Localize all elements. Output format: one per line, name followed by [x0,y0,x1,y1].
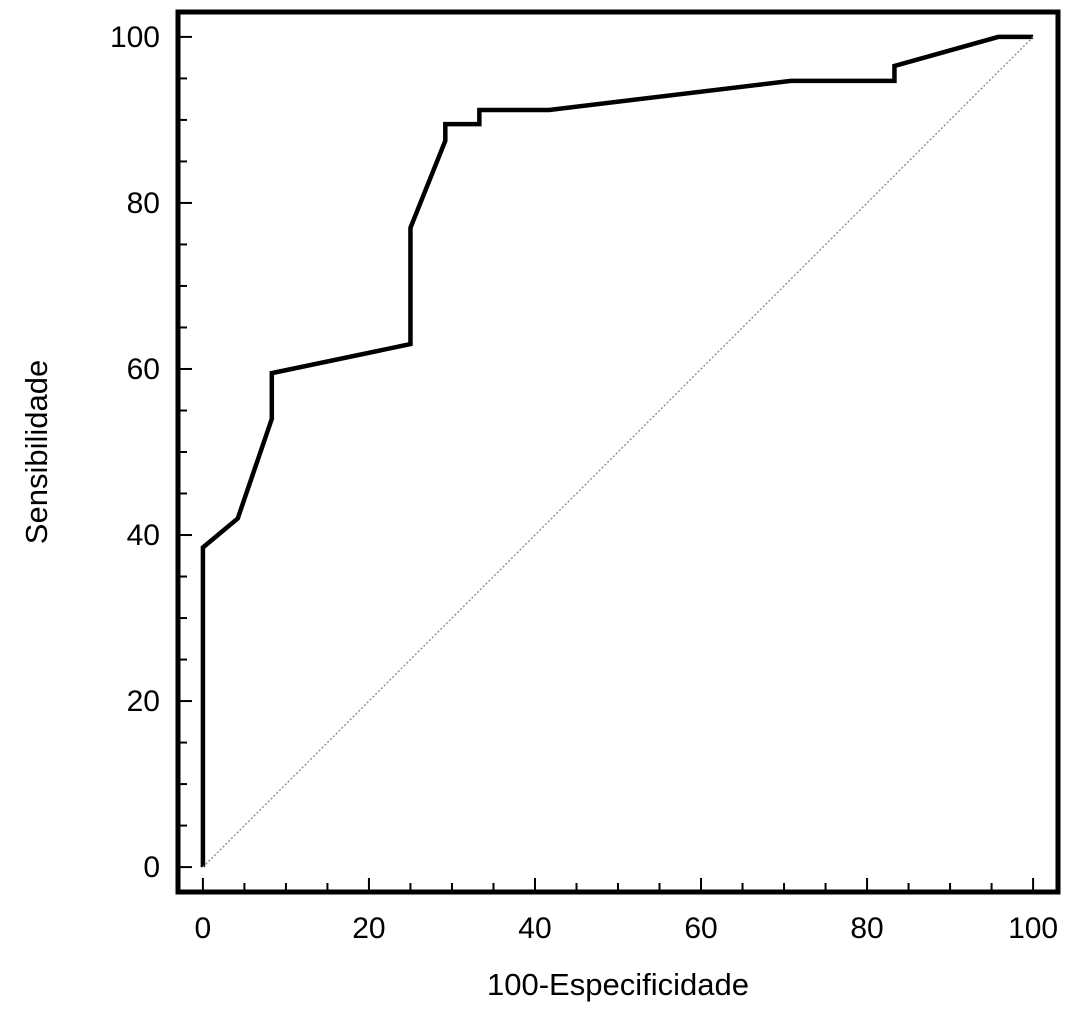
y-tick-label-40: 40 [127,519,160,552]
roc-curve-line [200,34,1034,868]
x-tick-label-20: 20 [352,912,385,945]
y-tick-label-20: 20 [127,685,160,718]
series-layer [200,34,1034,868]
y-axis-label: Sensibilidade [19,360,54,544]
x-tick-label-100: 100 [1008,912,1058,945]
x-axis-label: 100-Especificidade [487,967,749,1002]
x-tick-label-60: 60 [684,912,717,945]
axis-tick-labels: 0 20 40 60 80 100 0 20 40 60 80 100 [110,21,1058,945]
y-tick-label-100: 100 [110,21,160,54]
x-tick-label-0: 0 [195,912,212,945]
axis-ticks [178,35,1035,892]
y-tick-label-80: 80 [127,187,160,220]
x-tick-label-40: 40 [518,912,551,945]
y-tick-label-0: 0 [143,851,160,884]
y-tick-label-60: 60 [127,353,160,386]
x-tick-label-80: 80 [850,912,883,945]
plot-frame [175,9,1061,895]
